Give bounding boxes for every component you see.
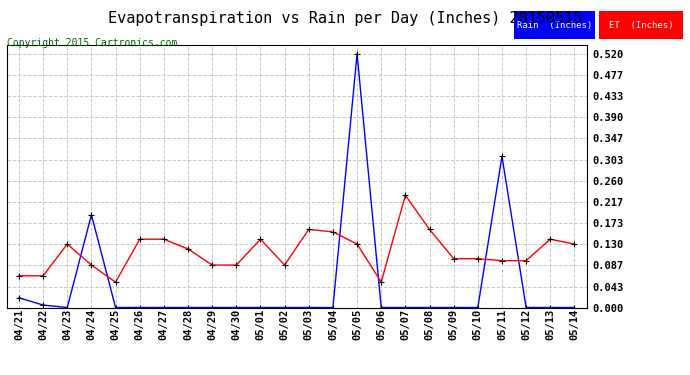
- FancyBboxPatch shape: [514, 11, 595, 39]
- Text: Evapotranspiration vs Rain per Day (Inches) 20150515: Evapotranspiration vs Rain per Day (Inch…: [108, 11, 582, 26]
- Text: Copyright 2015 Cartronics.com: Copyright 2015 Cartronics.com: [7, 38, 177, 48]
- Text: ET  (Inches): ET (Inches): [609, 21, 673, 30]
- FancyBboxPatch shape: [599, 11, 683, 39]
- Text: Rain  (Inches): Rain (Inches): [517, 21, 592, 30]
